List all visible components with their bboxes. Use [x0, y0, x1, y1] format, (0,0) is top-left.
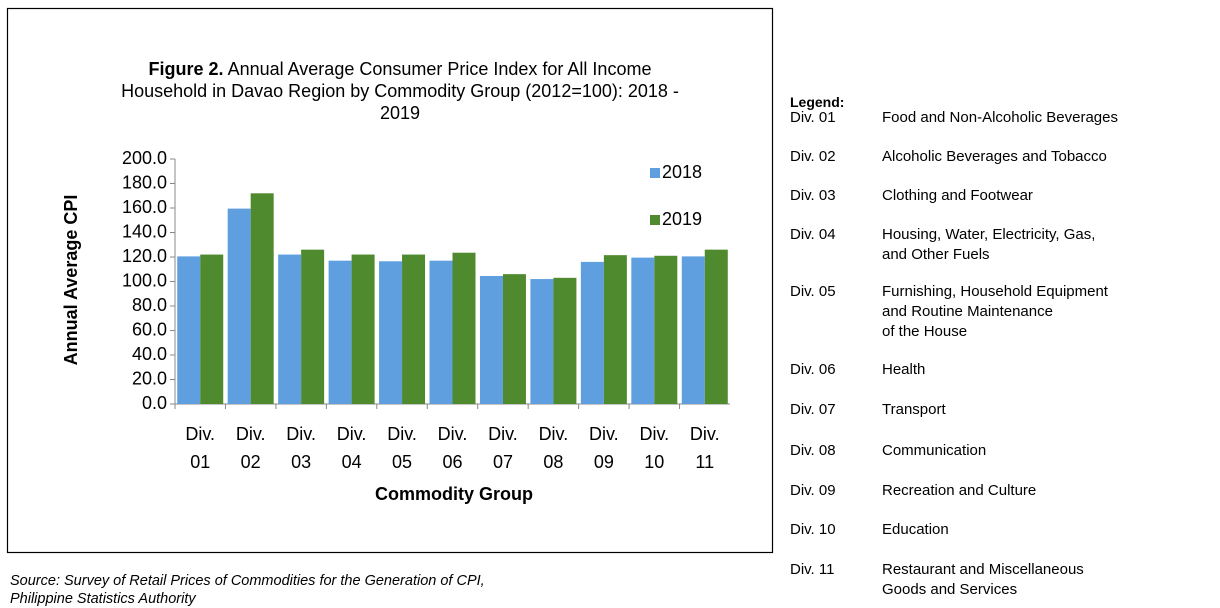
bar [250, 193, 274, 404]
bar [631, 257, 655, 404]
y-tick-label: 20.0 [132, 368, 167, 388]
x-tick-label: Div. 10 [639, 424, 669, 472]
title-label: Figure 2. [148, 59, 224, 79]
bar [681, 256, 705, 404]
legend-description: Furnishing, Household Equipment and Rout… [882, 283, 1108, 340]
legend-description: Education [882, 521, 949, 538]
bar [328, 260, 352, 404]
legend-description: Clothing and Footwear [882, 187, 1033, 204]
legend-code: Div. 10 [790, 521, 836, 538]
bar [402, 254, 426, 404]
x-tick-label: Div. 05 [387, 424, 417, 472]
bar [553, 277, 577, 404]
legend-description: Health [882, 361, 926, 378]
bar [429, 260, 453, 404]
bar [351, 254, 375, 404]
bar [379, 261, 403, 404]
bar [177, 256, 201, 404]
legend-description: Transport [882, 401, 946, 418]
bar [530, 279, 554, 404]
bar [654, 255, 678, 404]
bar [278, 254, 302, 404]
title-text: Annual Average Consumer Price Index for … [121, 59, 679, 123]
bar [502, 274, 526, 404]
legend-code: Div. 05 [790, 283, 836, 300]
y-tick-label: 200.0 [122, 148, 167, 168]
legend-description: Communication [882, 442, 987, 459]
legend-description: Housing, Water, Electricity, Gas, and Ot… [882, 226, 1096, 263]
chart-frame [6, 7, 774, 554]
x-tick-label: Div. 03 [286, 424, 316, 472]
legend-description: Alcoholic Beverages and Tobacco [882, 148, 1107, 165]
y-tick-label: 40.0 [132, 344, 167, 364]
y-tick-label: 180.0 [122, 172, 167, 192]
y-tick-label: 0.0 [142, 393, 167, 413]
legend-label: 2018 [662, 162, 702, 182]
legend-code: Div. 04 [790, 226, 836, 243]
legend-heading: Legend: [790, 94, 845, 110]
y-tick-label: 120.0 [122, 246, 167, 266]
bar [580, 261, 604, 404]
legend-swatch [650, 168, 660, 178]
legend-code: Div. 01 [790, 109, 836, 126]
y-tick-label: 100.0 [122, 270, 167, 290]
legend-code: Div. 06 [790, 361, 836, 378]
x-tick-label: Div. 11 [690, 424, 720, 472]
y-axis-label: Annual Average CPI [61, 195, 81, 366]
legend-description: Restaurant and Miscellaneous Goods and S… [882, 561, 1084, 598]
legend-label: 2019 [662, 209, 702, 229]
bar [704, 249, 728, 404]
x-tick-label: Div. 01 [185, 424, 215, 472]
bar [200, 254, 224, 404]
y-tick-label: 80.0 [132, 295, 167, 315]
x-tick-label: Div. 06 [438, 424, 468, 472]
legend-code: Div. 03 [790, 187, 836, 204]
bar [479, 275, 503, 404]
legend-code: Div. 07 [790, 401, 836, 418]
legend-swatch [650, 215, 660, 225]
y-tick-label: 140.0 [122, 221, 167, 241]
bar [301, 249, 325, 404]
legend-code: Div. 09 [790, 482, 836, 499]
x-axis-label: Commodity Group [375, 484, 533, 504]
chart-title: Figure 2. Annual Average Consumer Price … [120, 58, 680, 124]
x-tick-label: Div. 02 [236, 424, 266, 472]
x-tick-label: Div. 04 [337, 424, 367, 472]
bar [227, 208, 251, 404]
legend-description: Food and Non-Alcoholic Beverages [882, 109, 1118, 126]
legend-code: Div. 11 [790, 561, 835, 578]
x-tick-label: Div. 08 [539, 424, 569, 472]
source-note: Source: Survey of Retail Prices of Commo… [10, 573, 485, 607]
y-tick-label: 160.0 [122, 197, 167, 217]
y-tick-label: 60.0 [132, 319, 167, 339]
x-tick-label: Div. 07 [488, 424, 518, 472]
legend-code: Div. 02 [790, 148, 836, 165]
bar [603, 255, 627, 404]
bar [452, 252, 476, 404]
legend-code: Div. 08 [790, 442, 836, 459]
legend-description: Recreation and Culture [882, 482, 1037, 499]
x-tick-label: Div. 09 [589, 424, 619, 472]
